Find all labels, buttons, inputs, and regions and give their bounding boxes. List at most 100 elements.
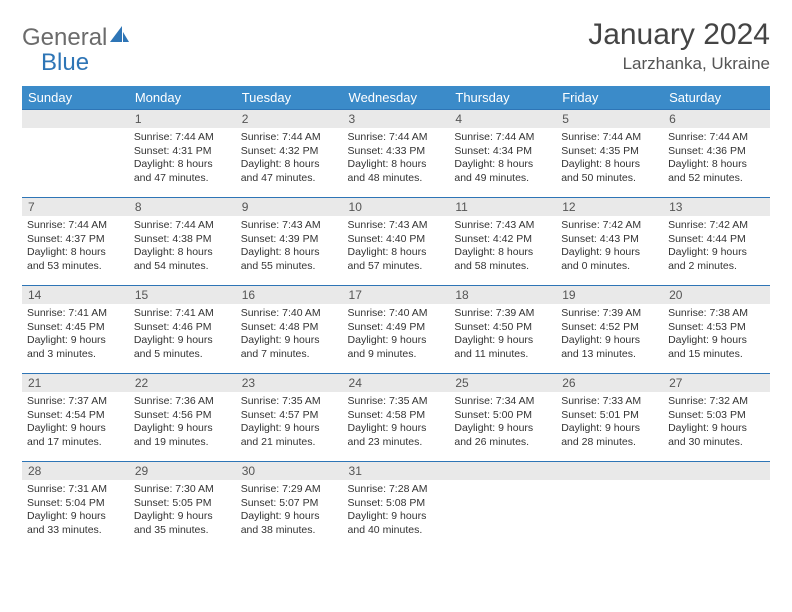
- day-info-line: Sunset: 4:45 PM: [27, 321, 124, 335]
- day-info-line: Daylight: 8 hours and 57 minutes.: [348, 246, 445, 273]
- day-info-line: Daylight: 9 hours and 38 minutes.: [241, 510, 338, 537]
- day-number: 3: [343, 110, 450, 128]
- day-info-line: Daylight: 9 hours and 15 minutes.: [668, 334, 765, 361]
- day-details: Sunrise: 7:38 AMSunset: 4:53 PMDaylight:…: [663, 304, 770, 370]
- day-number: 18: [449, 286, 556, 304]
- day-details: Sunrise: 7:28 AMSunset: 5:08 PMDaylight:…: [343, 480, 450, 546]
- day-info-line: Daylight: 8 hours and 53 minutes.: [27, 246, 124, 273]
- day-number: 25: [449, 374, 556, 392]
- day-info-line: Daylight: 8 hours and 47 minutes.: [241, 158, 338, 185]
- day-cell: 4Sunrise: 7:44 AMSunset: 4:34 PMDaylight…: [449, 110, 556, 198]
- day-number: 5: [556, 110, 663, 128]
- day-cell: 15Sunrise: 7:41 AMSunset: 4:46 PMDayligh…: [129, 286, 236, 374]
- day-info-line: Sunset: 4:56 PM: [134, 409, 231, 423]
- day-info-line: Daylight: 9 hours and 2 minutes.: [668, 246, 765, 273]
- day-cell: 8Sunrise: 7:44 AMSunset: 4:38 PMDaylight…: [129, 198, 236, 286]
- day-info-line: Sunset: 5:01 PM: [561, 409, 658, 423]
- day-number: 13: [663, 198, 770, 216]
- day-info-line: Daylight: 9 hours and 5 minutes.: [134, 334, 231, 361]
- day-info-line: Sunrise: 7:40 AM: [348, 307, 445, 321]
- day-info-line: Sunrise: 7:44 AM: [27, 219, 124, 233]
- weekday-header: Wednesday: [343, 86, 450, 110]
- day-info-line: Sunrise: 7:34 AM: [454, 395, 551, 409]
- day-number: 30: [236, 462, 343, 480]
- day-cell: 7Sunrise: 7:44 AMSunset: 4:37 PMDaylight…: [22, 198, 129, 286]
- day-cell: 31Sunrise: 7:28 AMSunset: 5:08 PMDayligh…: [343, 462, 450, 550]
- brand-part1: General: [22, 24, 107, 52]
- day-details: Sunrise: 7:43 AMSunset: 4:42 PMDaylight:…: [449, 216, 556, 282]
- header: General January 2024 Larzhanka, Ukraine: [22, 18, 770, 74]
- day-cell: 23Sunrise: 7:35 AMSunset: 4:57 PMDayligh…: [236, 374, 343, 462]
- day-info-line: Sunset: 4:50 PM: [454, 321, 551, 335]
- week-row: 28Sunrise: 7:31 AMSunset: 5:04 PMDayligh…: [22, 462, 770, 550]
- day-number: 20: [663, 286, 770, 304]
- day-info-line: Daylight: 8 hours and 54 minutes.: [134, 246, 231, 273]
- day-info-line: Daylight: 9 hours and 9 minutes.: [348, 334, 445, 361]
- day-number: 19: [556, 286, 663, 304]
- brand-part2: Blue: [41, 49, 89, 77]
- day-number: 17: [343, 286, 450, 304]
- day-details: Sunrise: 7:39 AMSunset: 4:52 PMDaylight:…: [556, 304, 663, 370]
- day-details: Sunrise: 7:40 AMSunset: 4:48 PMDaylight:…: [236, 304, 343, 370]
- day-info-line: Sunrise: 7:43 AM: [348, 219, 445, 233]
- day-number: 1: [129, 110, 236, 128]
- day-info-line: Daylight: 9 hours and 40 minutes.: [348, 510, 445, 537]
- day-details: Sunrise: 7:29 AMSunset: 5:07 PMDaylight:…: [236, 480, 343, 546]
- day-cell: 12Sunrise: 7:42 AMSunset: 4:43 PMDayligh…: [556, 198, 663, 286]
- day-info-line: Sunset: 4:39 PM: [241, 233, 338, 247]
- day-cell: 30Sunrise: 7:29 AMSunset: 5:07 PMDayligh…: [236, 462, 343, 550]
- logo-sail-icon: [109, 24, 131, 46]
- day-number: [663, 462, 770, 480]
- day-cell: 5Sunrise: 7:44 AMSunset: 4:35 PMDaylight…: [556, 110, 663, 198]
- day-details: Sunrise: 7:35 AMSunset: 4:57 PMDaylight:…: [236, 392, 343, 458]
- day-info-line: Daylight: 9 hours and 19 minutes.: [134, 422, 231, 449]
- day-cell: 29Sunrise: 7:30 AMSunset: 5:05 PMDayligh…: [129, 462, 236, 550]
- day-number: 31: [343, 462, 450, 480]
- day-info-line: Daylight: 9 hours and 0 minutes.: [561, 246, 658, 273]
- day-details: Sunrise: 7:41 AMSunset: 4:45 PMDaylight:…: [22, 304, 129, 370]
- day-info-line: Daylight: 9 hours and 30 minutes.: [668, 422, 765, 449]
- day-info-line: Daylight: 9 hours and 7 minutes.: [241, 334, 338, 361]
- day-details: Sunrise: 7:30 AMSunset: 5:05 PMDaylight:…: [129, 480, 236, 546]
- day-info-line: Sunrise: 7:38 AM: [668, 307, 765, 321]
- calendar-table: Sunday Monday Tuesday Wednesday Thursday…: [22, 86, 770, 550]
- day-details: Sunrise: 7:44 AMSunset: 4:35 PMDaylight:…: [556, 128, 663, 194]
- day-info-line: Daylight: 9 hours and 13 minutes.: [561, 334, 658, 361]
- day-info-line: Sunrise: 7:29 AM: [241, 483, 338, 497]
- day-number: 23: [236, 374, 343, 392]
- day-number: 11: [449, 198, 556, 216]
- day-info-line: Daylight: 9 hours and 11 minutes.: [454, 334, 551, 361]
- day-details: Sunrise: 7:42 AMSunset: 4:44 PMDaylight:…: [663, 216, 770, 282]
- day-cell: 24Sunrise: 7:35 AMSunset: 4:58 PMDayligh…: [343, 374, 450, 462]
- day-details: Sunrise: 7:34 AMSunset: 5:00 PMDaylight:…: [449, 392, 556, 458]
- day-info-line: Sunset: 4:44 PM: [668, 233, 765, 247]
- day-info-line: Sunrise: 7:43 AM: [241, 219, 338, 233]
- weekday-header: Sunday: [22, 86, 129, 110]
- day-details: Sunrise: 7:33 AMSunset: 5:01 PMDaylight:…: [556, 392, 663, 458]
- day-info-line: Daylight: 8 hours and 49 minutes.: [454, 158, 551, 185]
- day-details: Sunrise: 7:37 AMSunset: 4:54 PMDaylight:…: [22, 392, 129, 458]
- day-cell: 10Sunrise: 7:43 AMSunset: 4:40 PMDayligh…: [343, 198, 450, 286]
- day-cell: 16Sunrise: 7:40 AMSunset: 4:48 PMDayligh…: [236, 286, 343, 374]
- day-info-line: Daylight: 9 hours and 26 minutes.: [454, 422, 551, 449]
- day-info-line: Sunset: 4:36 PM: [668, 145, 765, 159]
- day-info-line: Sunset: 5:03 PM: [668, 409, 765, 423]
- day-cell: [663, 462, 770, 550]
- day-info-line: Sunset: 4:42 PM: [454, 233, 551, 247]
- day-cell: 18Sunrise: 7:39 AMSunset: 4:50 PMDayligh…: [449, 286, 556, 374]
- day-info-line: Daylight: 8 hours and 52 minutes.: [668, 158, 765, 185]
- day-details: [449, 480, 556, 538]
- day-cell: 9Sunrise: 7:43 AMSunset: 4:39 PMDaylight…: [236, 198, 343, 286]
- week-row: 1Sunrise: 7:44 AMSunset: 4:31 PMDaylight…: [22, 110, 770, 198]
- day-cell: 26Sunrise: 7:33 AMSunset: 5:01 PMDayligh…: [556, 374, 663, 462]
- day-cell: 28Sunrise: 7:31 AMSunset: 5:04 PMDayligh…: [22, 462, 129, 550]
- day-info-line: Sunset: 5:04 PM: [27, 497, 124, 511]
- day-cell: 14Sunrise: 7:41 AMSunset: 4:45 PMDayligh…: [22, 286, 129, 374]
- day-details: Sunrise: 7:44 AMSunset: 4:33 PMDaylight:…: [343, 128, 450, 194]
- day-info-line: Sunset: 4:34 PM: [454, 145, 551, 159]
- day-cell: 1Sunrise: 7:44 AMSunset: 4:31 PMDaylight…: [129, 110, 236, 198]
- day-number: 6: [663, 110, 770, 128]
- day-info-line: Daylight: 9 hours and 33 minutes.: [27, 510, 124, 537]
- day-details: Sunrise: 7:44 AMSunset: 4:37 PMDaylight:…: [22, 216, 129, 282]
- week-row: 7Sunrise: 7:44 AMSunset: 4:37 PMDaylight…: [22, 198, 770, 286]
